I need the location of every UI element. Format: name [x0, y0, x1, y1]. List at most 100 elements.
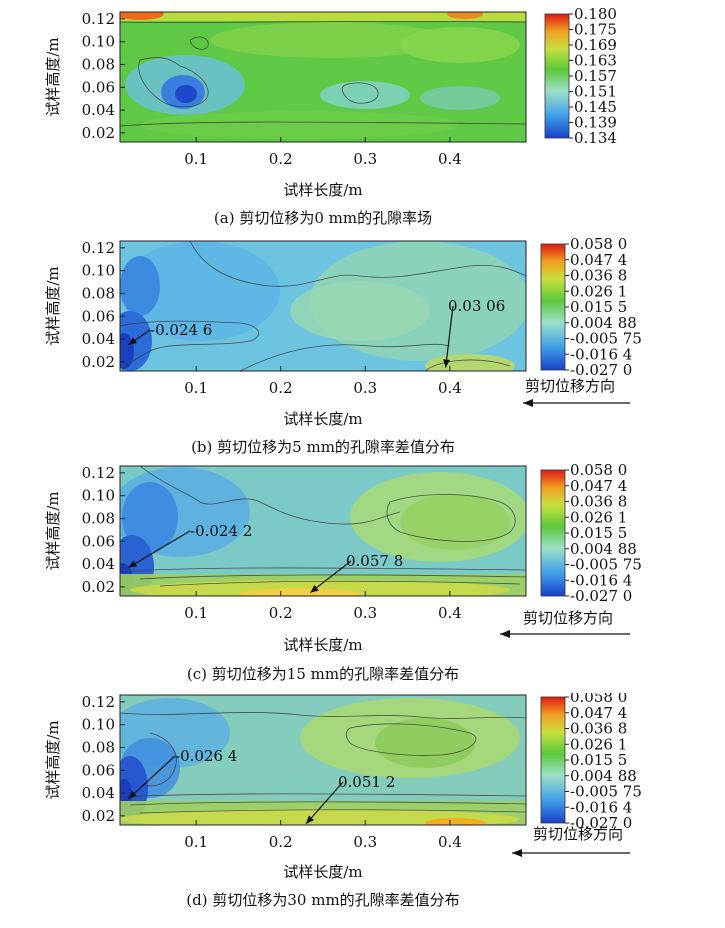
colorbar-tick-label: -0.005 75: [570, 556, 642, 574]
y-tick-label: 0.04: [82, 784, 115, 802]
colorbar-tick-label: 0.058 0: [570, 235, 627, 253]
colorbar-tick-label: -0.027 0: [570, 587, 632, 605]
y-tick-label: 0.10: [82, 716, 115, 734]
y-tick-label: 0.06: [82, 78, 115, 96]
y-tick-label: 0.02: [82, 807, 115, 825]
x-tick-label: 0.2: [269, 833, 293, 851]
annotation-label: 0.057 8: [346, 552, 403, 570]
panel-d-yticks: 0.12 0.10 0.08 0.06 0.04 0.02: [82, 693, 125, 825]
panel-d-svg: 0.12 0.10 0.08 0.06 0.04 0.02 0.1 0.2 0.3 0.4 -0…: [44, 688, 642, 909]
x-tick-label: 0.4: [438, 604, 462, 622]
colorbar-tick-label: 0.047 4: [570, 251, 627, 269]
colorbar-tick-label: 0.004 88: [570, 767, 637, 785]
colorbar-tick-label: 0.015 5: [570, 298, 627, 316]
panel-d-colorbar: [540, 696, 566, 824]
y-tick-label: 0.08: [82, 509, 115, 527]
panel-c-annotations: -0.024 2 0.057 8: [128, 522, 403, 594]
y-tick-label: 0.08: [82, 55, 115, 73]
y-tick-label: 0.12: [82, 10, 115, 28]
panel-b: 0.12 0.10 0.08 0.06 0.04 0.02 0.1 0.2 0.3 0.4 -0…: [0, 231, 725, 462]
annotation-arrow-head: [128, 790, 137, 799]
y-tick-label: 0.06: [82, 307, 115, 325]
panel-a-colorbar: [544, 13, 570, 139]
annotation-label: 0.051 2: [338, 773, 395, 791]
panel-b-colorbar-ticks: 0.058 00.047 40.036 80.026 10.015 50.004…: [565, 235, 642, 379]
panel-c-colorbar-ticks: 0.058 00.047 40.036 80.026 10.015 50.004…: [565, 461, 642, 605]
panel-d: 0.12 0.10 0.08 0.06 0.04 0.02 0.1 0.2 0.3 0.4 -0…: [0, 688, 725, 924]
panel-d-shear-direction-label: 剪切位移方向: [533, 825, 623, 843]
x-tick-label: 0.1: [184, 604, 208, 622]
colorbar-tick-label: -0.016 4: [570, 571, 632, 589]
y-tick-label: 0.08: [82, 738, 115, 756]
annotation-label: -0.026 4: [175, 747, 237, 765]
annotation-arrow: [128, 755, 176, 800]
colorbar-tick-label: 0.036 8: [570, 493, 627, 511]
panel-c: 0.12 0.10 0.08 0.06 0.04 0.02 0.1 0.2 0.3 0.4 -0…: [0, 461, 725, 693]
x-tick-label: 0.3: [353, 150, 377, 168]
panel-b-xticks: 0.1 0.2 0.3 0.4: [184, 366, 462, 397]
x-tick-label: 0.1: [184, 379, 208, 397]
colorbar-tick-label: -0.005 75: [570, 330, 642, 348]
y-tick-label: 0.04: [82, 555, 115, 573]
panel-d-field: [120, 695, 526, 825]
colorbar-tick-label: -0.027 0: [570, 814, 632, 832]
y-tick-label: 0.10: [82, 487, 115, 505]
panel-c-shear-arrow-head: [500, 630, 510, 638]
y-tick-label: 0.02: [82, 124, 115, 142]
colorbar-tick-label: 0.157: [574, 67, 617, 85]
panel-a-plot-frame: [119, 11, 527, 143]
y-tick-label: 0.06: [82, 532, 115, 550]
panel-b-svg: 0.12 0.10 0.08 0.06 0.04 0.02 0.1 0.2 0.3 0.4 -0…: [44, 235, 642, 456]
panel-b-caption: (b) 剪切位移为5 mm的孔隙率差值分布: [191, 438, 455, 456]
panel-d-shear-arrow-head: [512, 849, 522, 857]
x-tick-label: 0.2: [269, 150, 293, 168]
x-tick-label: 0.3: [353, 604, 377, 622]
colorbar-tick-label: 0.180: [574, 5, 617, 23]
colorbar-tick-label: 0.145: [574, 98, 617, 116]
colorbar-tick-label: 0.047 4: [570, 477, 627, 495]
colorbar-tick-label: 0.036 8: [570, 720, 627, 738]
colorbar-tick-label: 0.015 5: [570, 524, 627, 542]
y-tick-label: 0.02: [82, 353, 115, 371]
panel-b-colorbar: [540, 243, 566, 371]
colorbar-tick-label: -0.005 75: [570, 783, 642, 801]
colorbar-tick-label: 0.026 1: [570, 735, 627, 753]
panel-c-xticks: 0.1 0.2 0.3 0.4: [184, 591, 462, 622]
colorbar-tick-label: 0.004 88: [570, 540, 637, 558]
annotation-arrow: [445, 305, 454, 368]
panel-d-xticks: 0.1 0.2 0.3 0.4: [184, 820, 462, 851]
annotation-arrow: [128, 530, 191, 569]
panel-a-xticks: 0.1 0.2 0.3 0.4: [184, 137, 462, 168]
annotation-label: -0.024 6: [150, 321, 212, 339]
panel-c-field: [120, 466, 526, 596]
panel-d-annotations: -0.026 4 0.051 2: [128, 747, 395, 825]
colorbar-tick-label: 0.026 1: [570, 282, 627, 300]
colorbar-tick-label: 0.134: [574, 129, 617, 147]
y-tick-label: 0.12: [82, 693, 115, 711]
panel-d-colorbar-ticks: 0.058 00.047 40.036 80.026 10.015 50.004…: [565, 688, 642, 832]
y-tick-label: 0.10: [82, 33, 115, 51]
panel-c-plot-frame: [119, 465, 527, 597]
annotation-arrow-head: [310, 584, 319, 593]
y-tick-label: 0.06: [82, 761, 115, 779]
colorbar-tick-label: 0.175: [574, 21, 617, 39]
annotation-arrow-head: [128, 560, 138, 568]
colorbar-tick-label: 0.058 0: [570, 693, 627, 706]
panel-c-colorbar: [540, 469, 566, 597]
colorbar-tick-label: 0.004 88: [570, 314, 637, 332]
panel-b-shear-direction-label: 剪切位移方向: [525, 377, 615, 395]
panel-c-xlabel: 试样长度/m: [283, 636, 362, 654]
panel-d-caption: (d) 剪切位移为30 mm的孔隙率差值分布: [186, 891, 459, 909]
y-tick-label: 0.12: [82, 464, 115, 482]
x-tick-label: 0.2: [269, 604, 293, 622]
panel-b-annotations: -0.024 6 0.03 06: [128, 297, 505, 368]
panel-c-svg: 0.12 0.10 0.08 0.06 0.04 0.02 0.1 0.2 0.3 0.4 -0…: [44, 461, 642, 683]
colorbar-tick-label: 0.026 1: [570, 508, 627, 526]
annotation-arrow-head: [128, 337, 138, 345]
annotation-arrow-head: [306, 815, 314, 824]
panel-a-svg: 0.12 0.10 0.08 0.06 0.04 0.02 0.1 0.2 0.3 0.4 试样…: [44, 5, 617, 227]
colorbar-tick-label: 0.151: [574, 83, 617, 101]
annotation-arrow: [305, 781, 344, 825]
panel-d-xlabel: 试样长度/m: [283, 863, 362, 881]
panel-b-field: [120, 241, 526, 371]
